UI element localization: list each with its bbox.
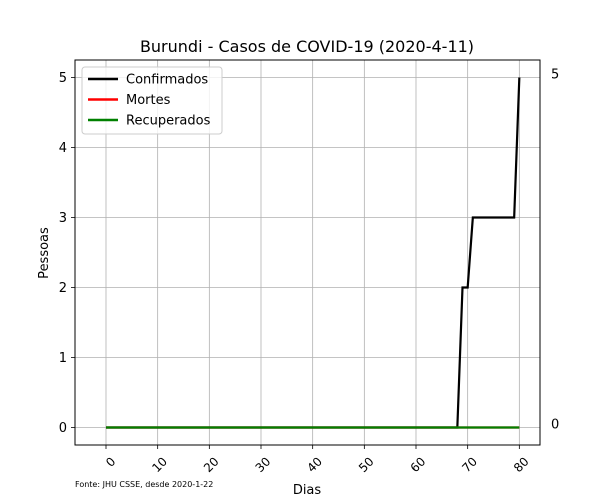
source-footnote: Fonte: JHU CSSE, desde 2020-1-22 xyxy=(75,480,213,489)
chart-title: Burundi - Casos de COVID-19 (2020-4-11) xyxy=(140,37,474,56)
series-layer xyxy=(106,77,521,429)
y-tick-label: 4 xyxy=(59,141,67,156)
y-tick-label: 3 xyxy=(59,211,67,226)
legend-label: Confirmados xyxy=(126,73,208,88)
legend-box xyxy=(81,66,223,135)
y-tick-label: 0 xyxy=(59,421,67,436)
y-tick-label: 2 xyxy=(59,281,67,296)
right-value-label: 0 xyxy=(551,418,559,433)
right-value-label: 5 xyxy=(551,68,559,83)
plot-frame xyxy=(74,59,541,446)
legend-label: Recuperados xyxy=(126,114,211,129)
legend-label: Mortes xyxy=(126,93,171,108)
y-tick-label: 1 xyxy=(59,351,67,366)
legend: Confirmados Mortes Recuperados xyxy=(81,66,223,135)
x-axis-label: Dias xyxy=(293,483,322,498)
y-tick-label: 5 xyxy=(59,71,67,86)
y-axis-label: Pessoas xyxy=(37,227,52,279)
